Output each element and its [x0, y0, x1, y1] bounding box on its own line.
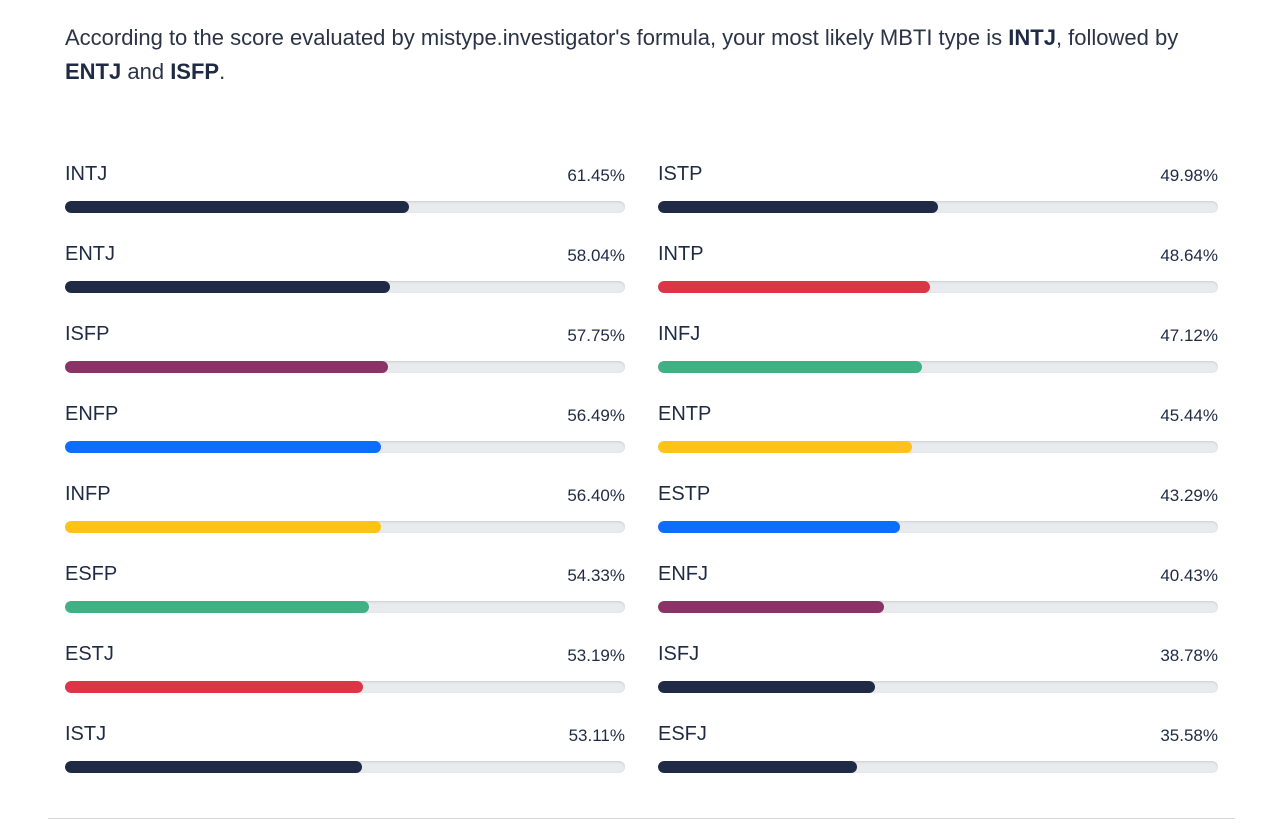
progress-track [658, 361, 1218, 373]
summary-text-and: and [121, 59, 171, 84]
percent-label: 35.58% [1160, 726, 1218, 745]
progress-track [65, 441, 625, 453]
left-score-column: INTJ 61.45% ENTJ 58.04% ISFP 57.75% ENFP 56.49%… [65, 160, 625, 800]
progress-track [65, 201, 625, 213]
percent-label: 61.45% [567, 166, 625, 185]
type-label: ESFJ [658, 723, 707, 745]
progress-track [658, 201, 1218, 213]
progress-fill [65, 681, 363, 693]
progress-fill [65, 361, 389, 373]
progress-track [658, 601, 1218, 613]
percent-label: 56.40% [567, 486, 625, 505]
score-item-enfj: ENFJ 40.43% [658, 560, 1218, 640]
score-item-estj: ESTJ 53.19% [65, 640, 625, 720]
progress-fill [658, 281, 931, 293]
progress-fill [658, 681, 876, 693]
type-label: ENFP [65, 403, 119, 425]
percent-label: 58.04% [567, 246, 625, 265]
progress-track [65, 521, 625, 533]
type-score-list: INTJ 61.45% ENTJ 58.04% ISFP 57.75% ENFP 56.49%… [65, 160, 1218, 800]
type-label: ISTJ [65, 723, 107, 745]
result-summary: According to the score evaluated by mist… [65, 21, 1215, 89]
progress-track [658, 521, 1218, 533]
score-item-isfj: ISFJ 38.78% [658, 640, 1218, 720]
type-label: ESFP [65, 563, 118, 585]
type-label: INFP [65, 483, 111, 505]
percent-label: 56.49% [567, 406, 625, 425]
score-item-istj: ISTJ 53.11% [65, 720, 625, 800]
progress-fill [65, 761, 363, 773]
score-item-esfp: ESFP 54.33% [65, 560, 625, 640]
progress-track [65, 601, 625, 613]
summary-text-before: According to the score evaluated by mist… [65, 25, 1009, 50]
percent-label: 49.98% [1160, 166, 1218, 185]
score-item-estp: ESTP 43.29% [658, 480, 1218, 560]
percent-label: 38.78% [1160, 646, 1218, 665]
type-label: ISFJ [658, 643, 700, 665]
score-item-intp: INTP 48.64% [658, 240, 1218, 320]
progress-fill [65, 601, 370, 613]
percent-label: 53.11% [568, 726, 625, 745]
score-item-istp: ISTP 49.98% [658, 160, 1218, 240]
score-item-infp: INFP 56.40% [65, 480, 625, 560]
progress-fill [65, 441, 382, 453]
progress-fill [658, 361, 922, 373]
progress-track [658, 681, 1218, 693]
score-item-enfp: ENFP 56.49% [65, 400, 625, 480]
progress-fill [658, 521, 901, 533]
top-type-1: INTJ [1008, 25, 1056, 50]
progress-track [65, 281, 625, 293]
score-item-intj: INTJ 61.45% [65, 160, 625, 240]
right-score-column: ISTP 49.98% INTP 48.64% INFJ 47.12% ENTP 45.44%… [658, 160, 1218, 800]
progress-track [658, 761, 1218, 773]
progress-track [658, 441, 1218, 453]
progress-track [658, 281, 1218, 293]
summary-text-end: . [219, 59, 226, 84]
score-item-infj: INFJ 47.12% [658, 320, 1218, 400]
type-label: INTP [658, 243, 704, 265]
type-label: INFJ [658, 323, 701, 345]
percent-label: 45.44% [1160, 406, 1218, 425]
top-type-3: ISFP [170, 59, 220, 84]
type-label: ENTP [658, 403, 712, 425]
score-item-entp: ENTP 45.44% [658, 400, 1218, 480]
score-item-entj: ENTJ 58.04% [65, 240, 625, 320]
type-label: ESTP [658, 483, 711, 505]
score-item-esfj: ESFJ 35.58% [658, 720, 1218, 800]
percent-label: 48.64% [1160, 246, 1218, 265]
percent-label: 40.43% [1160, 566, 1218, 585]
percent-label: 53.19% [567, 646, 625, 665]
score-item-isfp: ISFP 57.75% [65, 320, 625, 400]
progress-fill [658, 441, 913, 453]
progress-fill [658, 761, 858, 773]
percent-label: 47.12% [1160, 326, 1218, 345]
divider [48, 818, 1235, 819]
progress-fill [658, 601, 885, 613]
top-type-2: ENTJ [65, 59, 122, 84]
progress-fill [65, 281, 391, 293]
type-label: ENFJ [658, 563, 708, 585]
type-label: ISFP [65, 323, 110, 345]
percent-label: 54.33% [567, 566, 625, 585]
progress-track [65, 681, 625, 693]
progress-track [65, 761, 625, 773]
type-label: INTJ [65, 163, 108, 185]
type-label: ESTJ [65, 643, 114, 665]
progress-fill [65, 201, 410, 213]
type-label: ENTJ [65, 243, 115, 265]
progress-fill [65, 521, 381, 533]
summary-text-mid: , followed by [1055, 25, 1179, 50]
type-label: ISTP [658, 163, 703, 185]
percent-label: 43.29% [1160, 486, 1218, 505]
progress-track [65, 361, 625, 373]
progress-fill [658, 201, 938, 213]
percent-label: 57.75% [567, 326, 625, 345]
